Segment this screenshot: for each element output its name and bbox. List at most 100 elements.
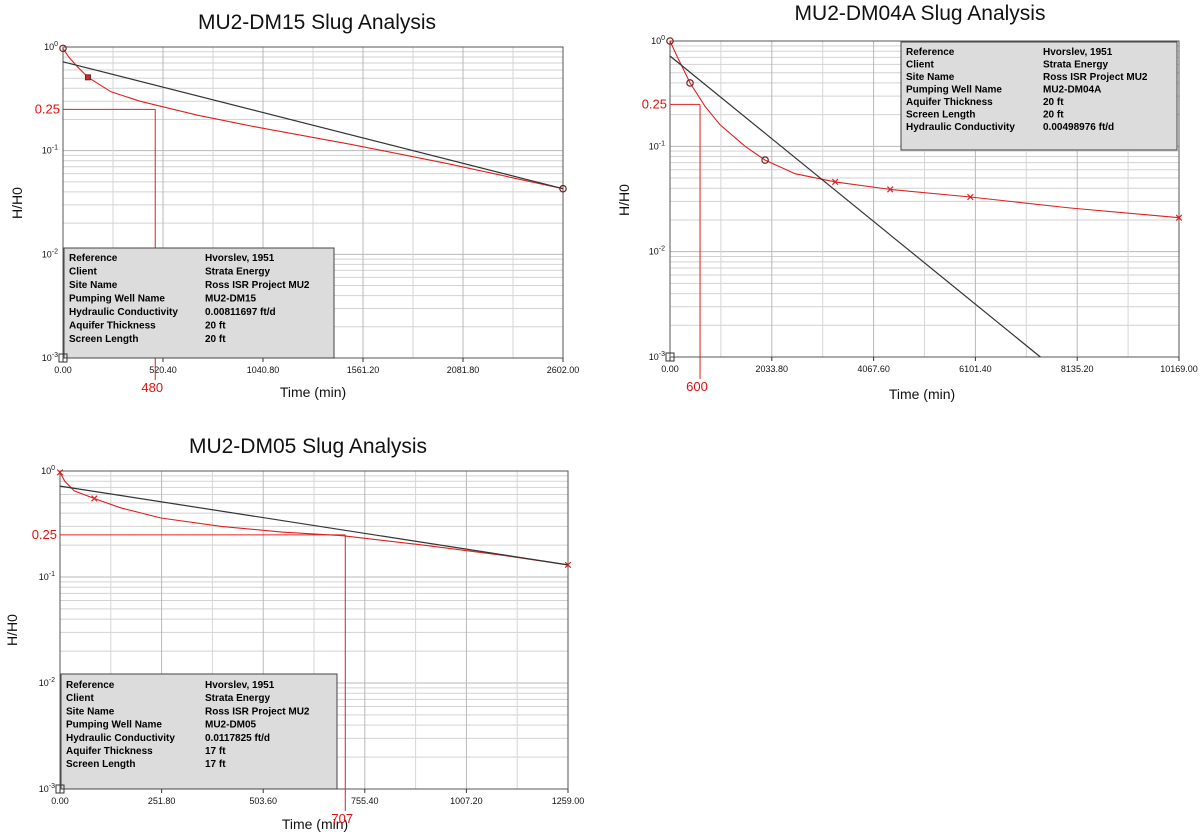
info-value: MU2-DM15 (205, 294, 257, 305)
data-point (564, 561, 572, 569)
y-tick-label: 100 (651, 35, 665, 46)
info-label: Aquifer Thickness (66, 746, 153, 757)
chart-title: MU2-DM04A Slug Analysis (795, 2, 1046, 25)
data-point (887, 186, 894, 193)
y-axis-label: H/H0 (4, 614, 20, 646)
guide-x-label: 480 (141, 380, 163, 395)
info-box (900, 41, 1178, 151)
info-label: Site Name (66, 706, 115, 717)
info-value: 0.00498976 ft/d (1043, 122, 1114, 133)
chart-title: MU2-DM15 Slug Analysis (198, 11, 436, 34)
origin-square-icon (665, 352, 675, 362)
data-point (1175, 214, 1183, 221)
info-value: 17 ft (205, 746, 226, 757)
fit-line (59, 485, 569, 566)
data-point (559, 184, 567, 193)
observed-curve (59, 472, 569, 566)
x-tick-label: 10169.00 (1160, 364, 1198, 374)
y-tick-label: 10-1 (39, 571, 55, 582)
info-box (60, 673, 338, 790)
y-axis-label: H/H0 (9, 187, 25, 219)
info-value: Hvorslev, 1951 (205, 253, 275, 264)
y-tick-label: 10-3 (649, 351, 665, 362)
x-tick-label: 0.00 (54, 365, 72, 375)
guide-y-label: 0.25 (32, 527, 57, 542)
chart-title: MU2-DM05 Slug Analysis (189, 435, 427, 458)
y-tick-label: 10-2 (42, 248, 58, 259)
fit-line (62, 61, 564, 190)
info-label: Client (906, 60, 934, 71)
info-value: 17 ft (205, 759, 226, 770)
x-tick-label: 520.40 (149, 365, 177, 375)
y-tick-label: 10-2 (649, 246, 665, 257)
x-tick-label: 0.00 (661, 364, 679, 374)
x-tick-label: 755.40 (351, 796, 379, 806)
x-tick-label: 8135.20 (1061, 364, 1094, 374)
y-tick-label: 100 (41, 465, 55, 476)
x-tick-label: 1259.00 (552, 796, 585, 806)
info-label: Pumping Well Name (66, 720, 162, 731)
x-tick-label: 2602.00 (547, 365, 580, 375)
info-value: 0.00811697 ft/d (205, 307, 276, 318)
data-point (967, 193, 974, 201)
info-value: Strata Energy (205, 267, 270, 278)
x-tick-label: 1561.20 (347, 365, 380, 375)
info-label: Site Name (906, 72, 955, 83)
origin-square-icon (55, 784, 65, 794)
info-value: Ross ISR Project MU2 (205, 706, 310, 717)
data-point (84, 74, 91, 81)
info-label: Client (66, 693, 94, 704)
info-label: Pumping Well Name (69, 294, 165, 305)
origin-square-icon (58, 353, 68, 363)
x-axis-label: Time (min) (889, 386, 955, 402)
chart-mu2-dm04a: MU2-DM04A Slug Analysis Time (min) H/H0 … (616, 2, 1198, 402)
x-tick-label: 1007.20 (450, 796, 483, 806)
x-tick-label: 1040.80 (247, 365, 280, 375)
y-tick-label: 10-1 (649, 140, 665, 151)
info-label: Reference (906, 47, 955, 58)
info-value: MU2-DM04A (1043, 85, 1101, 96)
guide-x-label: 707 (331, 811, 353, 826)
x-tick-label: 0.00 (51, 796, 69, 806)
fit-line (669, 55, 1041, 358)
info-label: Aquifer Thickness (69, 321, 156, 332)
info-value: Ross ISR Project MU2 (1043, 72, 1148, 83)
guide-y-label: 0.25 (35, 101, 60, 116)
y-axis-label: H/H0 (616, 184, 632, 216)
info-value: Ross ISR Project MU2 (205, 280, 310, 291)
x-tick-label: 2081.80 (447, 365, 480, 375)
chart-mu2-dm05: MU2-DM05 Slug Analysis Time (min) H/H0 0… (4, 435, 584, 832)
observed-curve (62, 48, 564, 190)
y-tick-label: 10-2 (39, 677, 55, 688)
info-value: MU2-DM05 (205, 720, 257, 731)
info-value: Hvorslev, 1951 (205, 680, 275, 691)
x-tick-label: 503.60 (249, 796, 277, 806)
info-label: Pumping Well Name (906, 85, 1002, 96)
x-tick-label: 2033.80 (756, 364, 789, 374)
info-label: Client (69, 267, 97, 278)
info-value: Strata Energy (1043, 60, 1108, 71)
x-tick-label: 4067.60 (857, 364, 890, 374)
info-value: 20 ft (205, 334, 226, 345)
y-tick-label: 100 (44, 41, 58, 52)
info-label: Reference (66, 680, 115, 691)
x-tick-label: 6101.40 (959, 364, 992, 374)
y-tick-label: 10-1 (42, 145, 58, 156)
info-box (63, 247, 335, 359)
info-value: 20 ft (205, 321, 226, 332)
info-label: Screen Length (69, 334, 138, 345)
info-value: 20 ft (1043, 110, 1064, 121)
y-tick-label: 10-3 (39, 783, 55, 794)
info-label: Hydraulic Conductivity (906, 122, 1015, 133)
info-label: Reference (69, 253, 118, 264)
info-value: Hvorslev, 1951 (1043, 47, 1113, 58)
info-label: Screen Length (906, 110, 975, 121)
data-point (56, 469, 64, 476)
x-axis-label: Time (min) (280, 384, 346, 400)
info-label: Hydraulic Conductivity (66, 733, 175, 744)
info-value: 0.0117825 ft/d (205, 733, 270, 744)
x-tick-label: 251.80 (148, 796, 176, 806)
info-label: Screen Length (66, 759, 135, 770)
info-value: Strata Energy (205, 693, 270, 704)
